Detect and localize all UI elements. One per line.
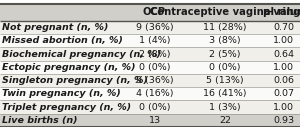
Bar — [267, 61, 300, 74]
Text: Triplet pregnancy (n, %): Triplet pregnancy (n, %) — [2, 103, 131, 112]
Bar — [0, 21, 126, 34]
Text: 0.93: 0.93 — [273, 116, 294, 125]
Text: 0 (0%): 0 (0%) — [139, 63, 170, 72]
Bar — [126, 87, 183, 100]
Text: 22: 22 — [219, 116, 231, 125]
Bar — [0, 87, 126, 100]
Bar — [267, 87, 300, 100]
Bar — [126, 34, 183, 47]
Bar — [126, 21, 183, 34]
Bar — [126, 4, 183, 21]
Text: 0 (0%): 0 (0%) — [209, 63, 241, 72]
Bar — [126, 114, 183, 127]
Text: 2 (8%): 2 (8%) — [139, 50, 170, 59]
Text: 9 (36%): 9 (36%) — [136, 23, 173, 32]
Bar — [0, 34, 126, 47]
Bar — [126, 47, 183, 61]
Bar — [126, 100, 183, 114]
Text: Contraceptive vaginal ring: Contraceptive vaginal ring — [150, 7, 300, 17]
Bar — [267, 21, 300, 34]
Text: Ectopic pregnancy (n, %): Ectopic pregnancy (n, %) — [2, 63, 136, 72]
Text: p-value: p-value — [262, 7, 300, 17]
Bar — [267, 34, 300, 47]
Bar — [0, 47, 126, 61]
Text: 2 (5%): 2 (5%) — [209, 50, 241, 59]
Text: 1.00: 1.00 — [273, 63, 294, 72]
Text: Missed abortion (n, %): Missed abortion (n, %) — [2, 36, 123, 45]
Bar — [183, 87, 267, 100]
Text: Singleton pregnancy (n, %): Singleton pregnancy (n, %) — [2, 76, 148, 85]
Bar — [267, 74, 300, 87]
Text: 0.64: 0.64 — [273, 50, 294, 59]
Bar — [0, 114, 126, 127]
Text: 11 (28%): 11 (28%) — [203, 23, 247, 32]
Bar — [267, 4, 300, 21]
Bar — [0, 61, 126, 74]
Bar — [183, 47, 267, 61]
Text: 0 (0%): 0 (0%) — [139, 103, 170, 112]
Bar — [183, 74, 267, 87]
Bar — [0, 100, 126, 114]
Bar — [267, 47, 300, 61]
Bar — [126, 74, 183, 87]
Bar — [183, 114, 267, 127]
Text: 16 (41%): 16 (41%) — [203, 89, 247, 98]
Text: 13: 13 — [148, 116, 160, 125]
Bar — [183, 4, 267, 21]
Text: Twin pregnancy (n, %): Twin pregnancy (n, %) — [2, 89, 121, 98]
Bar — [0, 4, 126, 21]
Bar — [0, 74, 126, 87]
Text: Biochemical pregnancy (n, %): Biochemical pregnancy (n, %) — [2, 50, 161, 59]
Text: 9 (36%): 9 (36%) — [136, 76, 173, 85]
Text: 5 (13%): 5 (13%) — [206, 76, 244, 85]
Bar — [126, 61, 183, 74]
Text: 0.07: 0.07 — [273, 89, 294, 98]
Bar — [267, 100, 300, 114]
Bar — [267, 114, 300, 127]
Text: 4 (16%): 4 (16%) — [136, 89, 173, 98]
Text: 0.06: 0.06 — [273, 76, 294, 85]
Bar — [183, 100, 267, 114]
Text: 1 (3%): 1 (3%) — [209, 103, 241, 112]
Text: OCP: OCP — [143, 7, 166, 17]
Bar — [183, 34, 267, 47]
Text: 1 (4%): 1 (4%) — [139, 36, 170, 45]
Bar — [183, 61, 267, 74]
Text: Live births (n): Live births (n) — [2, 116, 78, 125]
Bar — [183, 21, 267, 34]
Text: 1.00: 1.00 — [273, 103, 294, 112]
Text: 0.70: 0.70 — [273, 23, 294, 32]
Text: 1.00: 1.00 — [273, 36, 294, 45]
Text: Not pregnant (n, %): Not pregnant (n, %) — [2, 23, 109, 32]
Text: 3 (8%): 3 (8%) — [209, 36, 241, 45]
